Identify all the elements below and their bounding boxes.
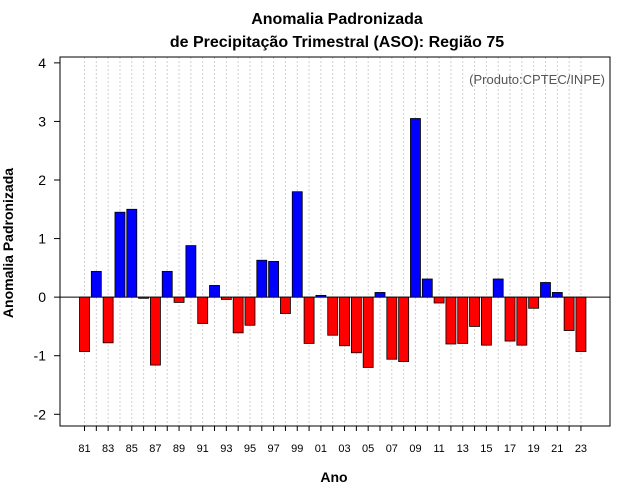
bar-93 (220, 296, 232, 300)
x-tick-label: 15 (480, 443, 492, 455)
x-tick-label: 97 (267, 443, 279, 455)
bar-19 (528, 296, 540, 309)
x-tick-label: 07 (386, 443, 398, 455)
bar-17 (504, 296, 516, 342)
y-axis: -2 -1 0 1 2 3 4 (34, 55, 60, 422)
bar-98 (280, 296, 291, 314)
bar-08 (398, 296, 410, 362)
bar-13 (457, 296, 469, 344)
bar-21 (551, 292, 563, 298)
bar-86 (138, 296, 150, 299)
bar-11 (433, 296, 445, 304)
bar-90 (185, 245, 197, 298)
x-tick-label: 05 (362, 443, 374, 455)
bar-02 (327, 296, 339, 336)
bar-97 (268, 261, 280, 298)
y-tick-label: -2 (34, 406, 47, 422)
x-tick-label: 01 (315, 443, 327, 455)
y-tick-label: 2 (38, 172, 46, 188)
chart-title-line2: de Precipitação Trimestral (ASO): Região… (170, 34, 504, 51)
y-tick-label: 4 (38, 55, 46, 71)
x-tick-label: 21 (551, 443, 563, 455)
x-tick-label: 99 (291, 443, 303, 455)
bar-00 (303, 296, 315, 344)
y-tick-label: -1 (34, 348, 47, 364)
x-axis: 81 83 85 87 89 91 93 95 97 99 01 03 05 07 09 11 13 15 17 19… (78, 426, 587, 455)
bar-82 (90, 270, 102, 298)
chart-title-line1: Anomalia Padronizada (251, 11, 423, 28)
x-tick-label: 87 (149, 443, 161, 455)
x-tick-label: 81 (78, 443, 90, 455)
x-tick-label: 03 (338, 443, 350, 455)
bar-20 (540, 282, 551, 298)
bar-99 (291, 191, 303, 298)
bar-96 (256, 259, 268, 298)
y-tick-label: 3 (38, 113, 46, 129)
x-tick-label: 19 (528, 443, 540, 455)
x-tick-label: 11 (433, 443, 444, 455)
y-tick-label: 1 (38, 231, 46, 247)
bar-18 (516, 296, 528, 346)
bar-03 (339, 296, 350, 347)
bar-95 (244, 296, 256, 326)
bar-09 (410, 118, 421, 298)
bar-12 (445, 296, 457, 345)
bar-06 (374, 292, 386, 298)
x-tick-label: 83 (102, 443, 114, 455)
x-tick-label: 23 (575, 443, 587, 455)
x-tick-label: 85 (126, 443, 138, 455)
x-tick-label: 13 (457, 443, 469, 455)
bar-83 (102, 296, 114, 344)
bars-group (79, 118, 587, 368)
y-tick-label: 0 (38, 289, 46, 305)
bar-84 (114, 211, 126, 298)
bar-89 (173, 296, 185, 303)
plot-frame (59, 56, 611, 427)
bar-14 (469, 296, 480, 327)
x-tick-label: 95 (244, 443, 256, 455)
bar-91 (197, 296, 209, 324)
x-tick-label: 09 (409, 443, 421, 455)
x-tick-label: 93 (220, 443, 232, 455)
bar-07 (386, 296, 398, 360)
bar-16 (492, 278, 504, 298)
y-axis-label: Anomalia Padronizada (0, 168, 16, 318)
bar-23 (575, 296, 587, 353)
bar-88 (161, 270, 173, 298)
x-tick-label: 17 (504, 443, 516, 455)
bar-87 (150, 296, 161, 366)
x-tick-label: 89 (173, 443, 185, 455)
credit-label: (Produto:CPTEC/INPE) (469, 72, 605, 87)
bar-05 (362, 296, 374, 368)
bar-10 (421, 278, 433, 298)
bar-81 (79, 296, 90, 353)
bar-15 (480, 296, 492, 346)
bar-22 (563, 296, 575, 331)
bar-94 (232, 296, 244, 334)
vertical-grid (84, 57, 582, 426)
x-tick-label: 91 (197, 443, 209, 455)
x-axis-label: Ano (320, 469, 347, 485)
bar-85 (126, 208, 138, 298)
bar-92 (209, 285, 220, 298)
bar-04 (350, 296, 362, 354)
bar-01 (315, 294, 327, 298)
